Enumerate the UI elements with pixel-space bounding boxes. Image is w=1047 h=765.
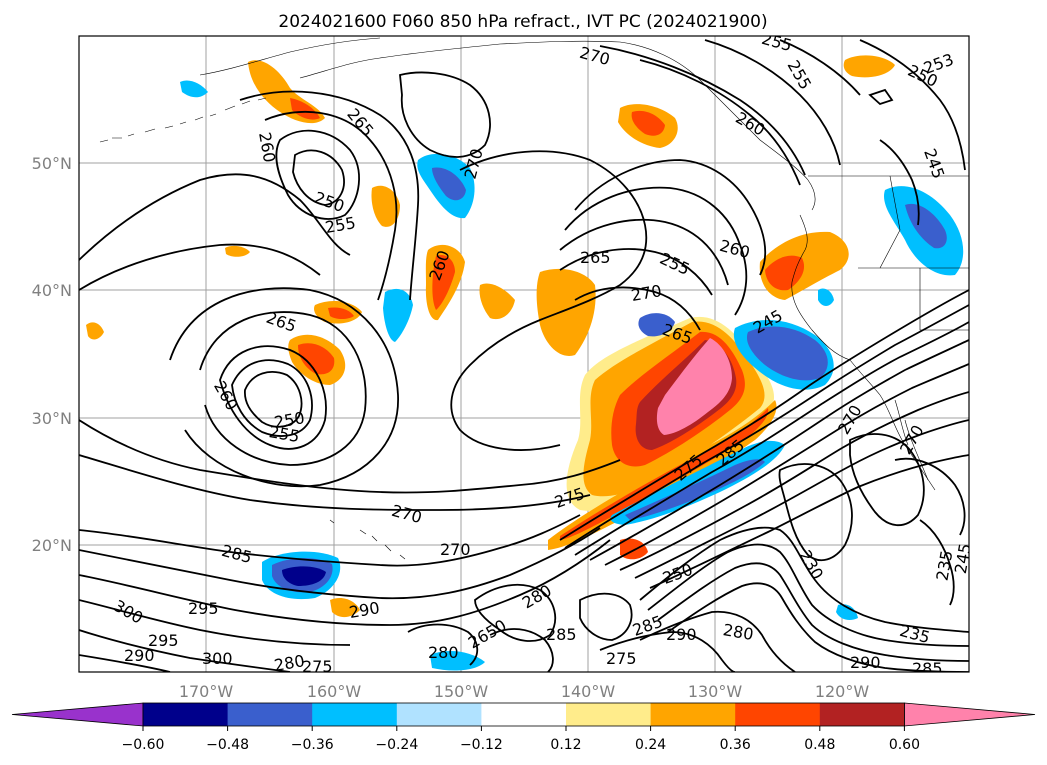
alaska-coast (199, 37, 809, 181)
positive-strip-150w-red (432, 254, 455, 310)
negative-hawaii-core (282, 566, 326, 586)
positive-150w-17n (330, 598, 360, 618)
colorbar-cell (143, 703, 229, 726)
negative-coastal-core (746, 326, 828, 381)
lon-label: 130°W (688, 682, 743, 701)
contour-label: 265 (580, 248, 611, 267)
negative-jet-band-core (625, 459, 765, 520)
colorbar-tick-label: −0.24 (375, 737, 418, 753)
colorbar-cell (481, 703, 567, 726)
lat-label: 40°N (32, 281, 72, 300)
negative-130w-37n (638, 313, 675, 337)
contour-label: 300 (202, 649, 233, 668)
refractivity-isolines (79, 39, 969, 672)
lat-label: 20°N (32, 536, 72, 555)
contour-label: 285 (912, 659, 943, 678)
aleutian-islands (99, 97, 267, 143)
positive-gulf-alaska-red (631, 110, 665, 136)
map-panel: 255 253 270 250 255 265 260 270 250 255 … (79, 36, 975, 678)
colorbar-tick-label: 0.36 (720, 737, 751, 753)
colorbar-cell (819, 703, 905, 726)
negative-155w-40n (383, 288, 413, 342)
lon-label: 170°W (179, 682, 234, 701)
filled-anomalies (86, 55, 964, 671)
map-frame (78, 35, 970, 673)
colorbar-tick-label: −0.48 (206, 737, 249, 753)
contour-label: 280 (273, 651, 306, 675)
colorbar-tick-label: 0.24 (635, 737, 666, 753)
positive-155w-50n (371, 185, 400, 227)
colorbar-tick-label: −0.36 (291, 737, 334, 753)
lon-label: 120°W (815, 682, 870, 701)
colorbar-tick-label: 0.12 (550, 737, 581, 753)
positive-plume-pink (656, 338, 732, 435)
positive-165w-44n (225, 245, 250, 257)
colorbar: −0.60 −0.48 −0.36 −0.24 −0.12 0.12 0.24 0.36 0.4… (11, 702, 1036, 753)
map-title: 2024021600 F060 850 hPa refract., IVT PC… (278, 12, 767, 32)
contour-label: 290 (124, 646, 155, 665)
latitude-labels: 50°N 40°N 30°N 20°N (32, 154, 72, 555)
positive-145w-38n (479, 283, 515, 320)
negative-120w-15n (836, 604, 858, 620)
negative-125w-40n (818, 288, 834, 306)
positive-blob-140w (536, 268, 596, 356)
longitude-labels: 170°W 160°W 150°W 140°W 130°W 120°W (179, 682, 870, 701)
positive-178w-36n (86, 322, 104, 340)
baja-coast (894, 399, 929, 481)
colorbar-cell (312, 703, 398, 726)
colorbar-extend-high (904, 702, 1036, 727)
colorbar-cell (566, 703, 652, 726)
contour-label: 295 (188, 599, 219, 618)
positive-160w-35n-red (298, 343, 335, 375)
colorbar-cell (227, 703, 313, 726)
contour-label: 270 (440, 540, 471, 559)
colorbar-cell (396, 703, 482, 726)
lon-label: 160°W (307, 682, 362, 701)
colorbar-tick-label: 0.48 (804, 737, 835, 753)
colorbar-cell (650, 703, 736, 726)
coastlines (99, 37, 969, 560)
colorbar-tick-label: −0.60 (122, 737, 165, 753)
contour-label: 285 (546, 625, 577, 644)
negative-165w-54n (180, 80, 208, 98)
contour-label: 295 (148, 631, 179, 650)
lon-label: 140°W (561, 682, 616, 701)
negative-145w-12n (430, 650, 485, 671)
colorbar-outline (142, 702, 905, 727)
lon-label: 150°W (434, 682, 489, 701)
negative-central-north-core (432, 167, 466, 201)
positive-ne (843, 55, 895, 78)
positive-coast-north-red (765, 255, 805, 291)
contour-label: 245 (951, 542, 975, 575)
positive-155w-38n-red (328, 307, 354, 319)
state-border-4 (879, 175, 901, 269)
bc-coast (791, 179, 851, 361)
lat-label: 30°N (32, 409, 72, 428)
contour-label: 275 (302, 657, 333, 676)
colorbar-tick-label: 0.60 (889, 737, 920, 753)
positive-aleutian-west-red (290, 98, 320, 120)
colorbar-extend-low (11, 702, 144, 727)
contour-label: 280 (428, 643, 459, 662)
negative-ne-core (905, 203, 947, 249)
lat-label: 50°N (32, 154, 72, 173)
contour-label: 290 (666, 625, 697, 644)
colorbar-cell (735, 703, 821, 726)
colorbar-tick-label: −0.12 (460, 737, 503, 753)
hawaii-islands (329, 519, 406, 560)
contour-label: 290 (850, 653, 881, 672)
contour-label: 275 (606, 649, 637, 668)
